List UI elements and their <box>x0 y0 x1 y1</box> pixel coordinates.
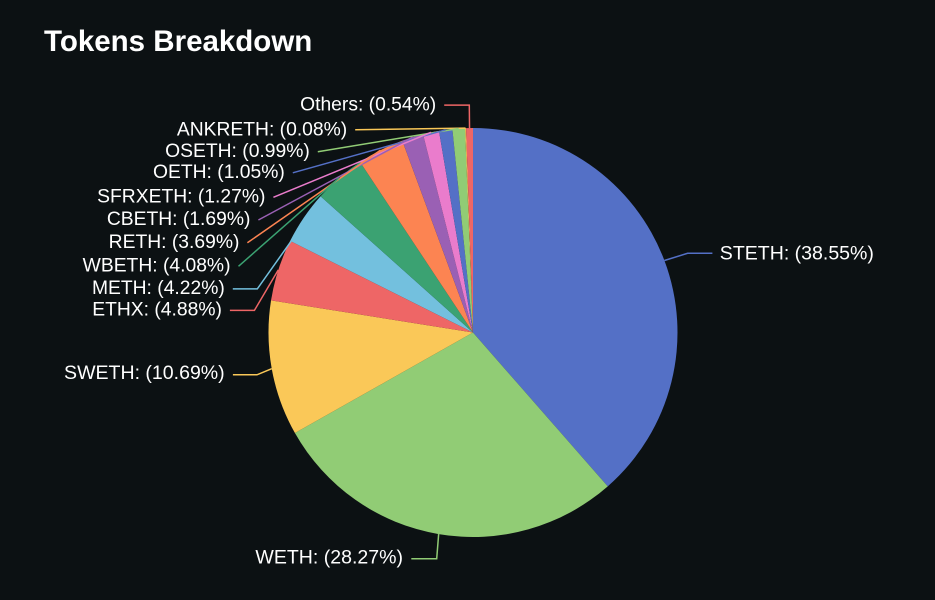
svg-text:SFRXETH: (1.27%): SFRXETH: (1.27%) <box>97 187 265 208</box>
svg-text:OETH: (1.05%): OETH: (1.05%) <box>153 162 285 183</box>
svg-text:ETHX: (4.88%): ETHX: (4.88%) <box>92 300 222 321</box>
svg-text:SWETH: (10.69%): SWETH: (10.69%) <box>64 362 225 384</box>
svg-text:METH: (4.22%): METH: (4.22%) <box>92 278 225 299</box>
svg-text:Others: (0.54%): Others: (0.54%) <box>300 94 436 115</box>
svg-text:ANKRETH: (0.08%): ANKRETH: (0.08%) <box>177 120 347 141</box>
svg-text:Tokens Breakdown: Tokens Breakdown <box>44 25 312 58</box>
svg-text:WBETH: (4.08%): WBETH: (4.08%) <box>83 256 231 277</box>
svg-text:STETH: (38.55%): STETH: (38.55%) <box>720 242 874 264</box>
svg-text:OSETH: (0.99%): OSETH: (0.99%) <box>165 141 310 162</box>
svg-text:CBETH: (1.69%): CBETH: (1.69%) <box>107 209 251 230</box>
svg-text:WETH: (28.27%): WETH: (28.27%) <box>255 547 403 569</box>
svg-text:RETH: (3.69%): RETH: (3.69%) <box>109 232 240 253</box>
